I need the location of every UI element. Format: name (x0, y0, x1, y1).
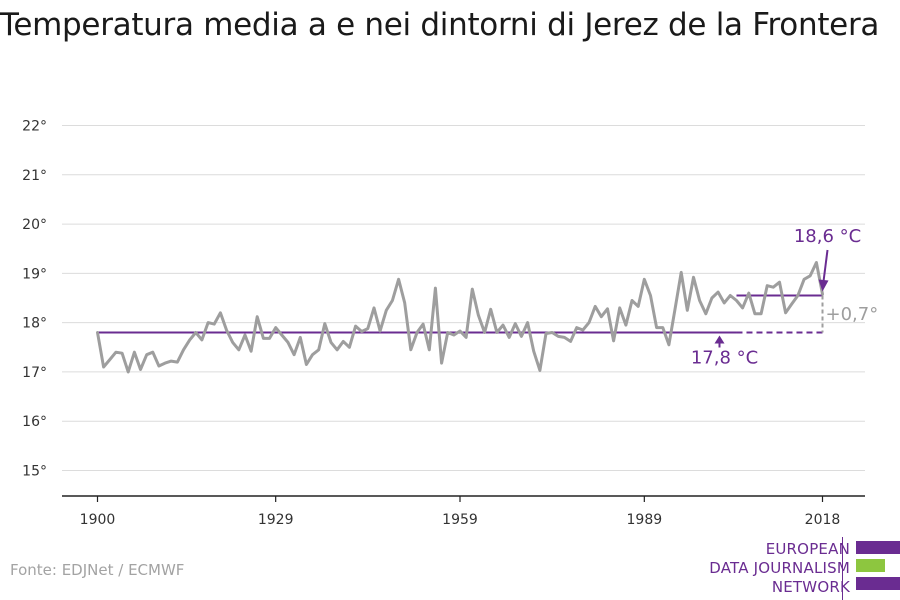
y-axis-ticks: 15° 16° 17° 18° 19° 20° 21° 22° (22, 119, 47, 480)
logo-line-2: DATA JOURNALISM (709, 559, 850, 577)
recent-average-label: 18,6 °C (794, 226, 861, 247)
x-tick-label: 1989 (627, 512, 663, 528)
recent-annotation-arrow (822, 249, 829, 282)
difference-label: +0,7° (826, 304, 879, 325)
y-tick-label: 21° (22, 168, 47, 184)
y-tick-label: 16° (22, 414, 47, 430)
baseline-label: 17,8 °C (691, 348, 758, 369)
logo-line-1: EUROPEAN (765, 540, 850, 558)
x-tick-label: 1900 (80, 512, 116, 528)
series-points (97, 262, 823, 373)
edjnet-logo: EUROPEAN DATA JOURNALISM NETWORK (700, 537, 900, 600)
y-tick-label: 19° (22, 266, 47, 282)
y-tick-label: 22° (22, 119, 47, 135)
logo-bar-middle (856, 559, 885, 572)
chart-title: Temperatura media a e nei dintorni di Je… (0, 7, 880, 43)
x-axis-ticks: 1900 1929 1959 1989 2018 (80, 496, 841, 528)
logo-bar-top (856, 541, 900, 554)
x-tick-label: 2018 (805, 512, 841, 528)
logo-line-3: NETWORK (771, 578, 850, 596)
temperature-chart: 15° 16° 17° 18° 19° 20° 21° 22° 1900 1929 1959 198… (22, 119, 879, 529)
x-tick-label: 1959 (442, 512, 478, 528)
logo-divider (842, 537, 843, 600)
source-credit: Fonte: EDJNet / ECMWF (10, 561, 185, 579)
recent-annotation-arrowhead (818, 279, 829, 292)
x-tick-label: 1929 (258, 512, 294, 528)
logo-bar-bottom (856, 577, 900, 590)
y-tick-label: 20° (22, 217, 47, 233)
y-tick-label: 17° (22, 365, 47, 381)
y-tick-label: 15° (22, 464, 47, 480)
baseline-annotation-arrowhead (714, 335, 725, 344)
y-tick-label: 18° (22, 316, 47, 332)
gridlines (62, 125, 865, 471)
